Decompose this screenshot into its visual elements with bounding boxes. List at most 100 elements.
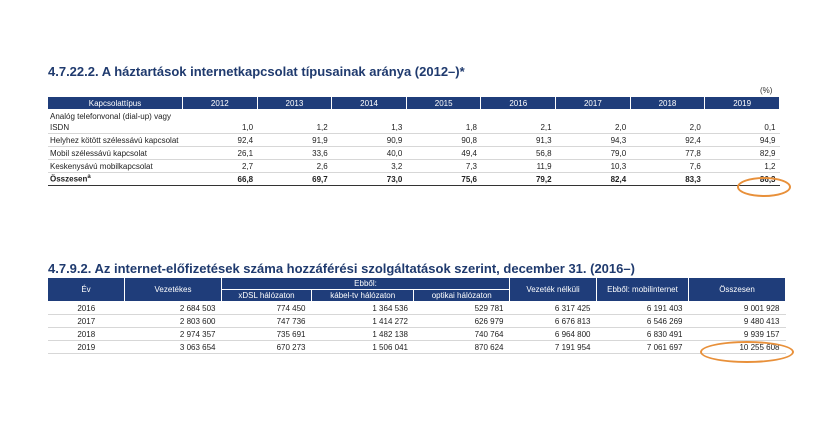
total-value: 79,2 [480,172,556,186]
cell-value: 77,8 [630,146,705,160]
col-header-year: 2018 [630,97,706,109]
col-header-optikai: optikai hálózaton [413,289,510,302]
cell-value: 6 676 813 [509,314,597,328]
cell-value: 6 317 425 [509,301,597,315]
total-value: 73,0 [331,172,407,186]
cell-value: 6 964 800 [509,327,597,341]
table-row: 2017 2 803 600 747 736 1 414 272 626 979… [48,314,786,328]
cell-value: 670 273 [221,340,312,354]
table-row: 2019 3 063 654 670 273 1 506 041 870 624… [48,340,786,354]
col-header-year: 2012 [182,97,258,109]
total-row: Összesena 66,8 69,7 73,0 75,6 79,2 82,4 … [48,172,780,186]
cell-value: 2 684 503 [124,301,222,315]
cell-value: 7 191 954 [509,340,597,354]
cell-value: 1,3 [331,121,407,134]
col-header-ev: Év [48,278,125,302]
cell-value: 6 191 403 [596,301,689,315]
cell-value: 91,3 [480,133,556,147]
total-value: 83,3 [630,172,705,186]
cell-value: 9 001 928 [688,301,786,315]
table2-header-row: Év Vezetékes Ebből: Vezeték nélküli Ebbő… [48,278,786,302]
cell-year: 2017 [48,314,125,328]
total-label: Összesena [48,172,183,186]
highlight-oval-2019-osszesen [700,341,794,363]
row-label-line2: ISDN [48,121,183,134]
cell-value: 3 063 654 [124,340,222,354]
cell-value: 2,1 [480,121,556,134]
cell-value: 1 506 041 [311,340,414,354]
col-header-year: 2014 [331,97,407,109]
cell-value: 10,3 [555,159,631,173]
cell-value: 2,7 [182,159,258,173]
cell-value: 747 736 [221,314,312,328]
highlight-oval-2019-total [737,177,791,197]
col-header-year: 2013 [257,97,333,109]
cell-value: 774 450 [221,301,312,315]
col-header-vezeteknelkuli: Vezeték nélküli [509,278,597,302]
cell-value: 626 979 [413,314,510,328]
cell-value: 33,6 [257,146,332,160]
col-header-year: 2019 [704,97,780,109]
cell-value: 529 781 [413,301,510,315]
cell-value: 49,4 [406,146,481,160]
table-row: 2016 2 684 503 774 450 1 364 536 529 781… [48,301,786,315]
table1-unit: (%) [760,86,773,95]
cell-year: 2019 [48,340,125,354]
cell-value: 1 482 138 [311,327,414,341]
cell-value: 1 414 272 [311,314,414,328]
row-label: Mobil szélessávú kapcsolat [48,146,183,160]
cell-value: 1,2 [704,159,780,173]
table-row: Keskenysávú mobilkapcsolat 2,7 2,6 3,2 7… [48,159,780,173]
col-header-xdsl: xDSL hálózaton [221,289,312,302]
cell-value: 1 364 536 [311,301,414,315]
col-header-year: 2015 [406,97,482,109]
total-value: 69,7 [257,172,332,186]
cell-value: 6 830 491 [596,327,689,341]
total-value: 75,6 [406,172,481,186]
col-header-osszesen: Összesen [688,278,786,302]
table-row: Helyhez kötött szélessávú kapcsolat 92,4… [48,133,780,147]
cell-value: 7,6 [630,159,705,173]
cell-value: 3,2 [331,159,407,173]
row-label: Helyhez kötött szélessávú kapcsolat [48,133,183,147]
table-row: Mobil szélessávú kapcsolat 26,1 33,6 40,… [48,146,780,160]
cell-value: 94,9 [704,133,780,147]
cell-value: 735 691 [221,327,312,341]
cell-value: 11,9 [480,159,556,173]
cell-value: 1,2 [257,121,332,134]
cell-value: 40,0 [331,146,407,160]
col-header-year: 2016 [480,97,557,109]
table1-header-row: Kapcsolattípus 2012 2013 2014 2015 2016 … [48,97,780,109]
cell-value: 0,1 [704,121,780,134]
cell-value: 1,0 [182,121,258,134]
col-header-mobilinternet: Ebből: mobilinternet [596,278,689,302]
cell-value: 2 803 600 [124,314,222,328]
internet-subscriptions-table: Év Vezetékes Ebből: Vezeték nélküli Ebbő… [48,278,786,354]
table1-title: 4.7.22.2. A háztartások internetkapcsola… [48,64,465,79]
cell-value: 26,1 [182,146,258,160]
cell-value: 9 939 157 [688,327,786,341]
cell-value: 2 974 357 [124,327,222,341]
footnote-marker: a [87,174,91,181]
row-label-line1: Analóg telefonvonal (dial-up) vagy [50,111,171,121]
col-header-connection-type: Kapcsolattípus [48,97,184,109]
cell-value: 2,0 [630,121,705,134]
row-label: Keskenysávú mobilkapcsolat [48,159,183,173]
cell-value: 90,9 [331,133,407,147]
col-header-ebbol: Ebből: [221,278,510,290]
cell-year: 2018 [48,327,125,341]
col-header-kabel: kábel-tv hálózaton [311,289,415,302]
cell-value: 1,8 [406,121,481,134]
cell-value: 2,6 [257,159,332,173]
cell-value: 9 480 413 [688,314,786,328]
cell-value: 90,8 [406,133,481,147]
cell-value: 56,8 [480,146,556,160]
cell-value: 7,3 [406,159,481,173]
cell-value: 92,4 [630,133,705,147]
total-value: 82,4 [555,172,631,186]
cell-value: 7 061 697 [596,340,689,354]
col-header-vezetekes: Vezetékes [124,278,222,302]
cell-value: 870 624 [413,340,510,354]
table2-title: 4.7.9.2. Az internet-előfizetések száma … [48,261,635,276]
internet-connection-types-table: Kapcsolattípus 2012 2013 2014 2015 2016 … [48,97,780,186]
